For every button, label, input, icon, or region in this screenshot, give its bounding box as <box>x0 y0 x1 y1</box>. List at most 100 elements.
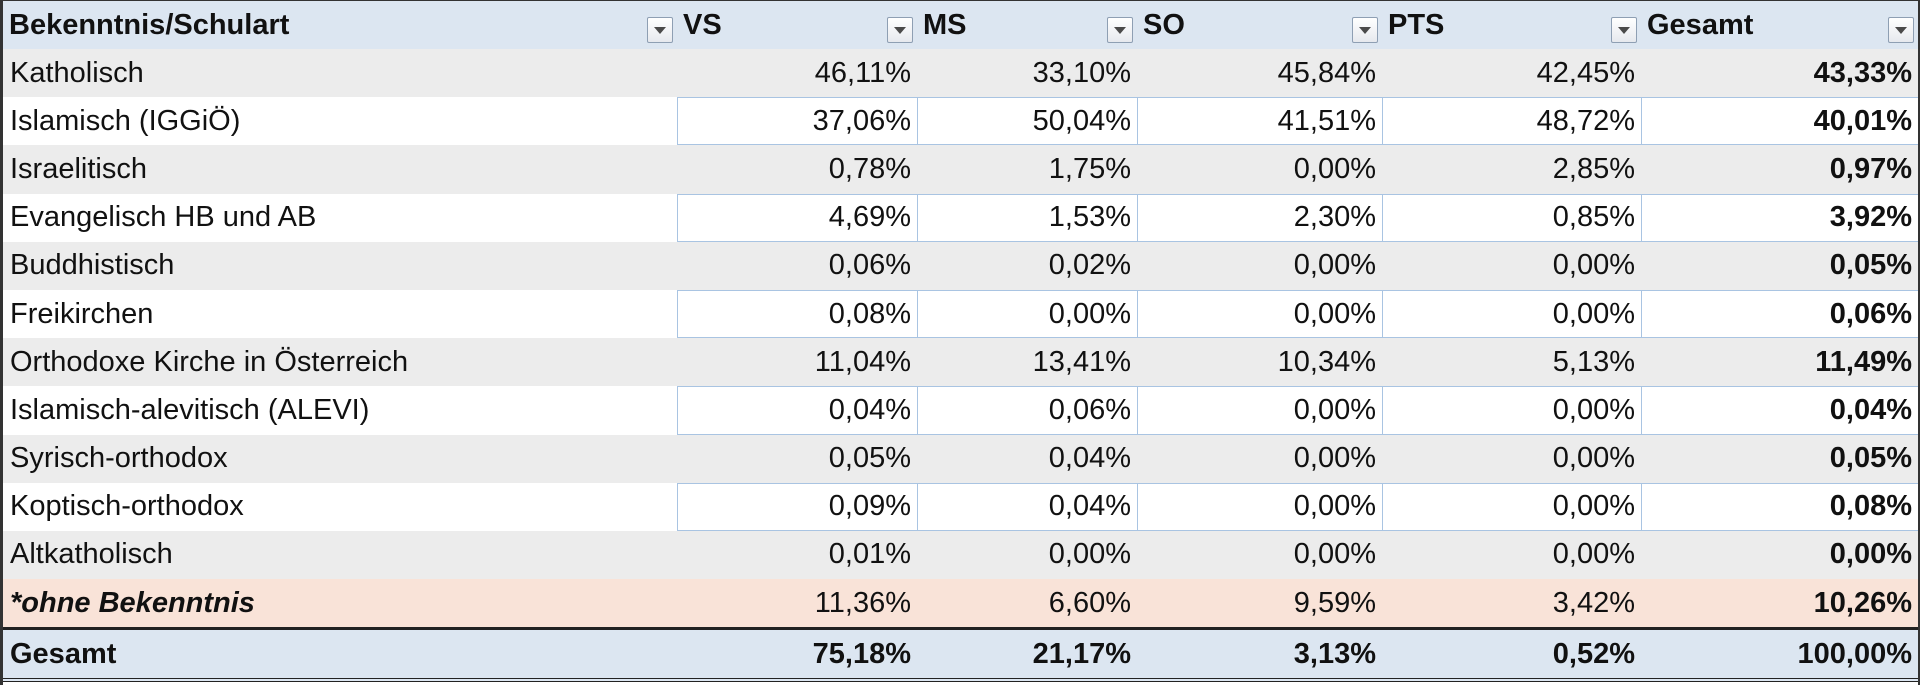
cell-ms[interactable]: 1,75% <box>1048 152 1131 185</box>
row-label[interactable]: Freikirchen <box>10 297 154 330</box>
header-bekenntnis: Bekenntnis/Schulart <box>3 1 677 49</box>
cell-gesamt[interactable]: 10,26% <box>1813 586 1912 619</box>
total-cell-ms[interactable]: 21,17% <box>1032 637 1131 670</box>
cell-ms[interactable]: 33,10% <box>1032 56 1131 89</box>
cell-pts[interactable]: 48,72% <box>1382 97 1641 146</box>
cell-gesamt[interactable]: 11,49% <box>1815 345 1912 378</box>
cell-ms[interactable]: 13,41% <box>1032 345 1131 378</box>
cell-pts[interactable]: 3,42% <box>1552 586 1635 619</box>
row-label[interactable]: Koptisch-orthodox <box>10 490 244 523</box>
cell-gesamt[interactable]: 0,00% <box>1829 538 1912 571</box>
cell-gesamt[interactable]: 40,01% <box>1641 97 1918 146</box>
filter-dropdown-icon[interactable] <box>1611 17 1637 43</box>
cell-so[interactable]: 0,00% <box>1137 482 1382 531</box>
cell-vs[interactable]: 11,36% <box>814 586 911 619</box>
cell-gesamt[interactable]: 0,04% <box>1641 386 1918 435</box>
row-label[interactable]: Islamisch-alevitisch (ALEVI) <box>10 393 370 426</box>
cell-pts[interactable]: 0,00% <box>1382 386 1641 435</box>
cell-so[interactable]: 9,59% <box>1293 586 1376 619</box>
cell-so[interactable]: 2,30% <box>1137 193 1382 242</box>
cell-gesamt[interactable]: 0,05% <box>1829 249 1912 282</box>
cell-ms[interactable]: 50,04% <box>917 97 1137 146</box>
header-label: Gesamt <box>1647 8 1754 41</box>
row-label[interactable]: Katholisch <box>10 56 144 89</box>
cell-vs[interactable]: 0,09% <box>677 482 917 531</box>
cell-so[interactable]: 0,00% <box>1293 538 1376 571</box>
cell-pts[interactable]: 0,00% <box>1552 442 1635 475</box>
cell-pts[interactable]: 0,00% <box>1552 249 1635 282</box>
cell-ms[interactable]: 0,06% <box>917 386 1137 435</box>
row-label[interactable]: Altkatholisch <box>10 538 173 571</box>
cell-ms[interactable]: 6,60% <box>1048 586 1131 619</box>
cell-vs[interactable]: 46,11% <box>814 56 911 89</box>
row-label[interactable]: Syrisch-orthodox <box>10 442 228 475</box>
cell-vs[interactable]: 0,78% <box>828 152 911 185</box>
cell-gesamt[interactable]: 0,08% <box>1641 482 1918 531</box>
filter-dropdown-icon[interactable] <box>1352 17 1378 43</box>
header-ms: MS <box>917 1 1137 49</box>
cell-so[interactable]: 0,00% <box>1293 442 1376 475</box>
total-cell-gesamt[interactable]: 100,00% <box>1797 637 1913 670</box>
cell-pts[interactable]: 0,00% <box>1552 538 1635 571</box>
cell-gesamt[interactable]: 43,33% <box>1813 56 1912 89</box>
filter-dropdown-icon[interactable] <box>1107 17 1133 43</box>
cell-vs[interactable]: 0,05% <box>828 442 911 475</box>
row-label[interactable]: Evangelisch HB und AB <box>10 201 317 234</box>
cell-ms[interactable]: 0,04% <box>1048 442 1131 475</box>
cell-gesamt[interactable]: 0,97% <box>1829 152 1912 185</box>
cell-ms[interactable]: 1,53% <box>917 193 1137 242</box>
row-label[interactable]: Israelitisch <box>10 152 147 185</box>
row-label[interactable]: *ohne Bekenntnis <box>10 586 255 619</box>
cell-vs[interactable]: 11,04% <box>814 345 911 378</box>
cell-ms[interactable]: 0,02% <box>1048 249 1131 282</box>
cell-so[interactable]: 10,34% <box>1277 345 1376 378</box>
cell-vs[interactable]: 37,06% <box>677 97 917 146</box>
filter-dropdown-icon[interactable] <box>887 17 913 43</box>
total-cell-pts[interactable]: 0,52% <box>1552 637 1635 670</box>
cell-vs[interactable]: 0,08% <box>677 289 917 339</box>
table-row: Islamisch-alevitisch (ALEVI) 0,04% 0,06% 0,… <box>3 386 1918 435</box>
cell-vs[interactable]: 0,04% <box>677 386 917 435</box>
cell-pts[interactable]: 2,85% <box>1552 152 1635 185</box>
table-body: Katholisch 46,11% 33,10% 45,84% 42,45% 43,33%… <box>3 49 1918 628</box>
cell-gesamt[interactable]: 3,92% <box>1641 193 1918 242</box>
cell-ms[interactable]: 0,00% <box>917 289 1137 339</box>
cell-ms[interactable]: 0,04% <box>917 482 1137 531</box>
header-label: MS <box>923 8 967 41</box>
table-row: Freikirchen 0,08% 0,00% 0,00% 0,00% 0,06% <box>3 289 1918 339</box>
cell-so[interactable]: 0,00% <box>1293 152 1376 185</box>
total-cell-so[interactable]: 3,13% <box>1293 637 1376 670</box>
header-so: SO <box>1137 1 1382 49</box>
cell-so[interactable]: 45,84% <box>1277 56 1376 89</box>
cell-so[interactable]: 0,00% <box>1137 289 1382 339</box>
table-row: Syrisch-orthodox 0,05% 0,04% 0,00% 0,00% 0,05… <box>3 434 1918 483</box>
cell-so[interactable]: 0,00% <box>1137 386 1382 435</box>
cell-vs[interactable]: 0,06% <box>828 249 911 282</box>
cell-so[interactable]: 41,51% <box>1137 97 1382 146</box>
cell-pts[interactable]: 5,13% <box>1552 345 1635 378</box>
row-label[interactable]: Orthodoxe Kirche in Österreich <box>10 345 409 378</box>
cell-vs[interactable]: 0,01% <box>828 538 911 571</box>
row-label[interactable]: Buddhistisch <box>10 249 175 282</box>
cell-pts[interactable]: 0,85% <box>1382 193 1641 242</box>
cell-vs[interactable]: 4,69% <box>677 193 917 242</box>
cell-so[interactable]: 0,00% <box>1293 249 1376 282</box>
cell-gesamt[interactable]: 0,05% <box>1829 442 1912 475</box>
total-cell-vs[interactable]: 75,18% <box>812 637 911 670</box>
total-label[interactable]: Gesamt <box>10 637 117 670</box>
header-label: VS <box>683 8 722 41</box>
cell-ms[interactable]: 0,00% <box>1048 538 1131 571</box>
cell-gesamt[interactable]: 0,06% <box>1641 289 1918 339</box>
table-row: Evangelisch HB und AB 4,69% 1,53% 2,30% 0,85… <box>3 193 1918 242</box>
total-row: Gesamt 75,18% 21,17% 3,13% 0,52% 100,00% <box>3 627 1918 683</box>
filter-dropdown-icon[interactable] <box>647 17 673 43</box>
cell-pts[interactable]: 42,45% <box>1536 56 1635 89</box>
header-row: Bekenntnis/Schulart VS MS SO PTS Gesamt <box>3 1 1918 49</box>
cell-pts[interactable]: 0,00% <box>1382 289 1641 339</box>
row-label[interactable]: Islamisch (IGGiÖ) <box>10 104 241 137</box>
header-label: SO <box>1143 8 1185 41</box>
filter-dropdown-icon[interactable] <box>1888 17 1914 43</box>
header-pts: PTS <box>1382 1 1641 49</box>
cell-pts[interactable]: 0,00% <box>1382 482 1641 531</box>
